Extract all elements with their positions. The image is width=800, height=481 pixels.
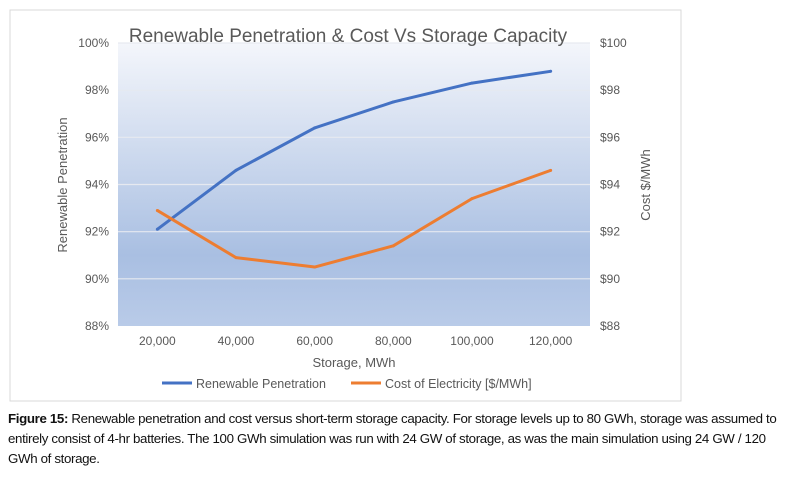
renewable-point bbox=[470, 81, 474, 85]
legend: Renewable Penetration Cost of Electricit… bbox=[162, 377, 532, 391]
x-tick-label: 120,000 bbox=[529, 334, 573, 348]
y-tick-label: 92% bbox=[85, 225, 109, 239]
y-tick-label: 94% bbox=[85, 178, 109, 192]
y-tick-label: 90% bbox=[85, 272, 109, 286]
cost-point bbox=[391, 244, 395, 248]
x-tick-label: 100,000 bbox=[450, 334, 494, 348]
y2-tick-label: $90 bbox=[600, 272, 620, 286]
caption-text: Renewable penetration and cost versus sh… bbox=[8, 411, 777, 466]
renewable-point bbox=[549, 69, 553, 73]
cost-point bbox=[155, 208, 159, 212]
y2-tick-label: $96 bbox=[600, 130, 620, 144]
cost-point bbox=[313, 265, 317, 269]
y2-tick-label: $94 bbox=[600, 178, 620, 192]
y2-tick-label: $92 bbox=[600, 225, 620, 239]
cost-point bbox=[549, 168, 553, 172]
x-tick-label: 20,000 bbox=[139, 334, 176, 348]
renewable-point bbox=[234, 168, 238, 172]
y2-tick-label: $98 bbox=[600, 83, 620, 97]
y-tick-label: 96% bbox=[85, 130, 109, 144]
legend-label-cost: Cost of Electricity [$/MWh] bbox=[385, 377, 532, 391]
cost-line bbox=[156, 168, 552, 269]
y-tick-label: 100% bbox=[78, 36, 109, 50]
figure-caption: Figure 15: Renewable penetration and cos… bbox=[8, 409, 798, 469]
caption-label: Figure 15: bbox=[8, 411, 69, 426]
x-axis-label: Storage, MWh bbox=[312, 355, 395, 370]
y2-tick-label: $88 bbox=[600, 319, 620, 333]
legend-label-renewable: Renewable Penetration bbox=[196, 377, 326, 391]
y2-tick-label: $100 bbox=[600, 36, 627, 50]
renewable-point bbox=[155, 227, 159, 231]
y2-axis-label: Cost $/MWh bbox=[638, 149, 653, 221]
renewable-point bbox=[391, 100, 395, 104]
renewable-penetration-line bbox=[156, 69, 551, 231]
chart-title: Renewable Penetration & Cost Vs Storage … bbox=[129, 26, 568, 47]
x-tick-label: 40,000 bbox=[218, 334, 255, 348]
y-tick-label: 88% bbox=[85, 319, 109, 333]
cost-point bbox=[234, 256, 238, 260]
x-tick-label: 60,000 bbox=[296, 334, 333, 348]
cost-point bbox=[470, 197, 474, 201]
y-tick-label: 98% bbox=[85, 83, 109, 97]
renewable-point bbox=[313, 126, 317, 130]
chart: 88% $88 90% $90 92% $92 94% $94 96% $96 98% $98 100%… bbox=[9, 9, 682, 402]
y-axis-label: Renewable Penetration bbox=[55, 117, 70, 252]
x-tick-label: 80,000 bbox=[375, 334, 412, 348]
